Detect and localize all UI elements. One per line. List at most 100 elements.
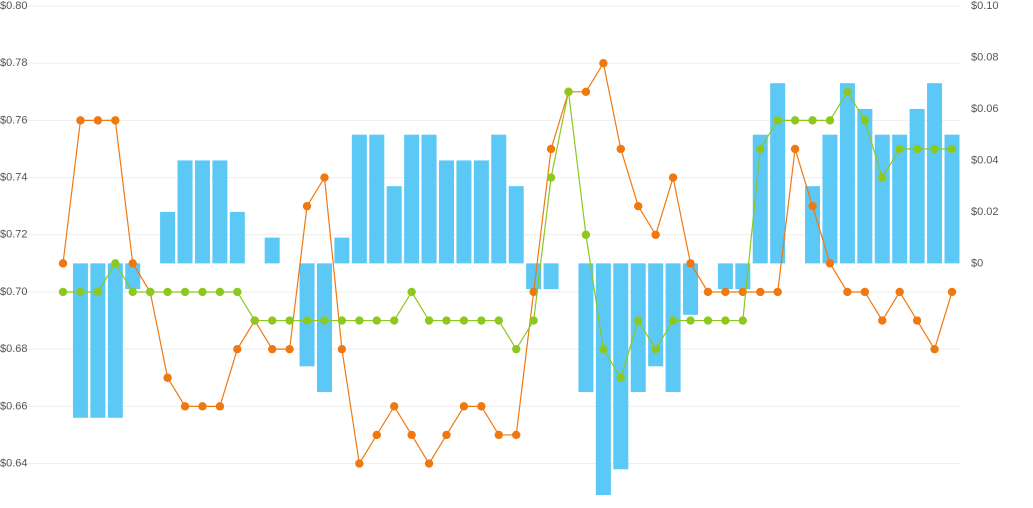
point (163, 287, 172, 297)
y-tick-label: $0.74 (0, 171, 28, 183)
point (320, 173, 329, 182)
point (111, 259, 120, 268)
point (128, 259, 137, 268)
point (581, 87, 591, 96)
bar (264, 237, 280, 264)
bar (770, 83, 786, 264)
bar (72, 263, 88, 418)
point (616, 144, 625, 154)
point (546, 144, 556, 154)
bar (909, 108, 925, 264)
y-tick-label: $0.72 (0, 229, 28, 241)
point (790, 116, 800, 125)
bar (717, 263, 733, 290)
point (843, 287, 852, 297)
y-tick-label: $0.70 (0, 286, 28, 298)
point (494, 430, 503, 440)
series-line (62, 61, 953, 466)
bar (316, 263, 332, 393)
point (878, 316, 887, 325)
point (424, 459, 434, 468)
point (808, 201, 817, 211)
point (529, 316, 538, 325)
point (424, 316, 434, 325)
bar (404, 134, 420, 264)
point (930, 344, 939, 354)
bar (351, 134, 367, 264)
point (860, 116, 870, 125)
point (599, 58, 608, 68)
point (703, 287, 713, 297)
point (233, 344, 242, 354)
point (128, 287, 137, 297)
bar (438, 160, 454, 264)
point (529, 287, 538, 297)
point (634, 316, 643, 325)
point (895, 144, 904, 154)
bar (892, 134, 908, 264)
point (355, 459, 364, 468)
point (843, 87, 852, 96)
point (668, 173, 678, 182)
point (668, 316, 678, 325)
y-tick-label: $0.68 (0, 343, 28, 355)
point (267, 344, 277, 354)
point (738, 316, 748, 325)
bar (491, 134, 507, 264)
point (163, 373, 172, 382)
point (703, 316, 713, 325)
point (512, 344, 521, 354)
point (337, 344, 347, 354)
point (790, 144, 800, 154)
bar (665, 263, 681, 393)
bar (212, 160, 228, 264)
point (355, 316, 364, 325)
bar (90, 263, 106, 418)
y2-tick-label: $0.10 (971, 0, 999, 12)
bar (386, 186, 402, 264)
bar (630, 263, 646, 393)
point (546, 173, 556, 182)
bar (578, 263, 594, 393)
y2-tick-label: $0 (971, 257, 983, 269)
point (756, 287, 765, 297)
point (233, 287, 242, 297)
point (721, 316, 730, 325)
bar (839, 83, 855, 264)
point (302, 316, 312, 325)
bar (508, 186, 524, 264)
point (599, 344, 608, 354)
point (756, 144, 765, 154)
point (773, 287, 782, 297)
point (651, 230, 660, 239)
point (442, 430, 451, 440)
point (477, 316, 486, 325)
point (912, 144, 922, 154)
bar (456, 160, 472, 264)
bar (229, 211, 245, 264)
y-tick-label: $0.78 (0, 57, 28, 69)
point (616, 373, 625, 382)
point (93, 116, 103, 125)
bar (648, 263, 664, 367)
point (250, 316, 259, 325)
point (372, 316, 381, 325)
point (145, 287, 155, 297)
point (93, 287, 103, 297)
bar (543, 263, 559, 290)
point (825, 116, 835, 125)
point (459, 402, 469, 411)
bar (822, 134, 838, 264)
point (930, 144, 939, 154)
point (390, 316, 399, 325)
point (215, 287, 225, 297)
point (947, 144, 957, 154)
point (285, 316, 294, 325)
point (686, 316, 695, 325)
point (407, 430, 416, 440)
bar (927, 83, 943, 264)
y2-tick-label: $0.06 (971, 103, 999, 115)
y2-tick-label: $0.08 (971, 51, 999, 63)
point (773, 116, 782, 125)
bar (874, 134, 890, 264)
